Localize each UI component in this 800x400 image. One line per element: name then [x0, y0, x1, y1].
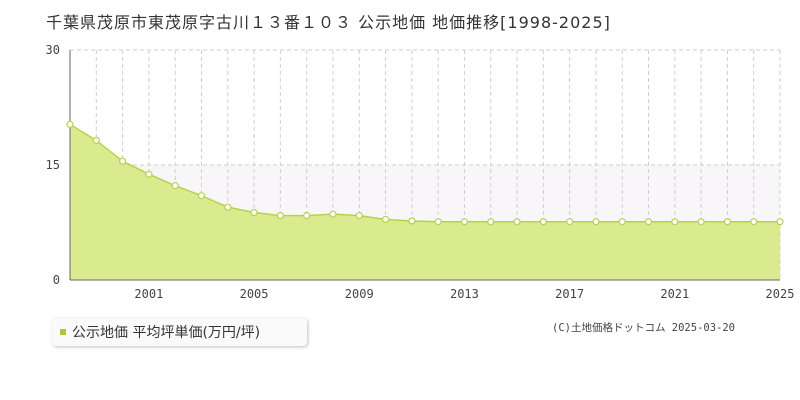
x-tick-label: 2017: [555, 287, 584, 301]
y-tick-label: 0: [53, 273, 60, 287]
data-point: [750, 218, 758, 226]
y-tick-label: 15: [46, 158, 60, 172]
data-point: [145, 170, 153, 178]
data-point: [92, 136, 100, 145]
data-point: [303, 212, 311, 220]
x-tick-label: 2021: [660, 287, 689, 301]
legend: 公示地価 平均坪単価(万円/坪): [52, 318, 307, 346]
x-tick-label: 2013: [450, 287, 479, 301]
data-point: [276, 212, 284, 220]
x-tick-labels: 2001 2005 2009 2013 2017 2021 2025: [134, 287, 794, 301]
data-point: [329, 210, 337, 218]
data-point: [381, 215, 390, 224]
data-point: [197, 192, 206, 200]
series-area: [69, 123, 780, 280]
series-line: [69, 123, 780, 223]
data-point: [592, 218, 600, 226]
data-point: [723, 218, 732, 226]
y-tick-label: 30: [46, 43, 60, 57]
data-point: [408, 217, 416, 225]
data-point: [487, 218, 495, 226]
data-point: [250, 208, 258, 217]
legend-label: 公示地価 平均坪単価(万円/坪): [72, 325, 261, 341]
data-markers: [66, 120, 784, 226]
series-area-fill: [70, 124, 780, 280]
credit-text: (C)土地価格ドットコム 2025-03-20: [552, 322, 736, 334]
data-point: [644, 218, 653, 226]
axes: [69, 50, 780, 281]
data-point: [697, 218, 705, 226]
data-point: [618, 218, 626, 226]
data-point: [66, 120, 74, 128]
y-tick-labels: 0 15 30: [46, 43, 60, 287]
data-point: [513, 218, 521, 226]
data-point: [224, 203, 232, 211]
data-point: [539, 218, 547, 226]
x-tick-label: 2005: [240, 287, 269, 301]
data-point: [460, 218, 469, 226]
legend-swatch: [60, 329, 66, 335]
data-point: [355, 212, 363, 220]
x-tick-label: 2025: [766, 287, 795, 301]
chart-title: 千葉県茂原市東茂原字古川１３番１０３ 公示地価 地価推移[1998-2025]: [46, 13, 611, 32]
data-point: [776, 218, 784, 226]
data-point: [171, 182, 179, 190]
data-point: [671, 218, 679, 226]
data-point: [118, 157, 127, 165]
x-tick-label: 2001: [134, 287, 163, 301]
x-tick-label: 2009: [345, 287, 374, 301]
data-point: [566, 218, 574, 226]
upper-band: [70, 50, 780, 165]
chart-canvas: 0 15 30 2001 2005 2009 2013 2017 2021 2025: [46, 43, 795, 301]
data-point: [434, 218, 442, 226]
